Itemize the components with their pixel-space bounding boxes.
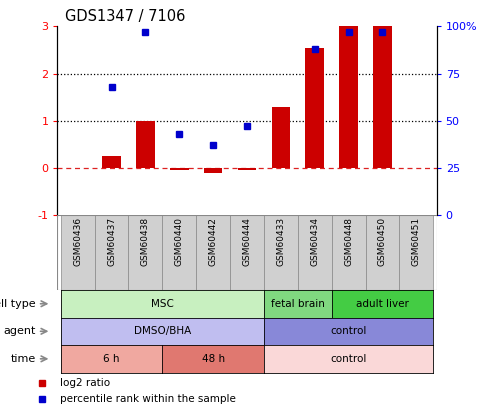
- FancyBboxPatch shape: [129, 215, 162, 290]
- Text: agent: agent: [3, 326, 35, 336]
- Text: DMSO/BHA: DMSO/BHA: [134, 326, 191, 336]
- FancyBboxPatch shape: [230, 215, 264, 290]
- Text: GSM60451: GSM60451: [412, 217, 421, 266]
- Text: GDS1347 / 7106: GDS1347 / 7106: [65, 9, 185, 24]
- Text: GSM60433: GSM60433: [276, 217, 285, 266]
- Bar: [305, 47, 324, 168]
- Text: GSM60444: GSM60444: [243, 217, 251, 266]
- Bar: [136, 121, 155, 168]
- Text: 6 h: 6 h: [103, 354, 120, 364]
- Text: GSM60440: GSM60440: [175, 217, 184, 266]
- Text: GSM60450: GSM60450: [378, 217, 387, 266]
- Bar: [204, 168, 223, 173]
- Text: GSM60434: GSM60434: [310, 217, 319, 266]
- Bar: [373, 26, 392, 168]
- Bar: [170, 168, 189, 170]
- Bar: [238, 168, 256, 170]
- Text: 48 h: 48 h: [202, 354, 225, 364]
- Text: MSC: MSC: [151, 299, 174, 309]
- Text: control: control: [330, 326, 367, 336]
- FancyBboxPatch shape: [298, 215, 332, 290]
- FancyBboxPatch shape: [264, 215, 298, 290]
- Text: GSM60438: GSM60438: [141, 217, 150, 266]
- Text: percentile rank within the sample: percentile rank within the sample: [60, 394, 236, 404]
- Bar: [102, 156, 121, 168]
- FancyBboxPatch shape: [196, 215, 230, 290]
- Text: cell type: cell type: [0, 299, 35, 309]
- Bar: [339, 26, 358, 168]
- Text: GSM60442: GSM60442: [209, 217, 218, 266]
- FancyBboxPatch shape: [162, 215, 196, 290]
- Text: GSM60448: GSM60448: [344, 217, 353, 266]
- Text: fetal brain: fetal brain: [271, 299, 325, 309]
- Text: control: control: [330, 354, 367, 364]
- Text: GSM60436: GSM60436: [73, 217, 82, 266]
- FancyBboxPatch shape: [365, 215, 399, 290]
- Bar: [271, 107, 290, 168]
- FancyBboxPatch shape: [95, 215, 129, 290]
- FancyBboxPatch shape: [399, 215, 433, 290]
- Text: time: time: [10, 354, 35, 364]
- FancyBboxPatch shape: [332, 215, 365, 290]
- Text: log2 ratio: log2 ratio: [60, 378, 110, 388]
- Text: adult liver: adult liver: [356, 299, 409, 309]
- Text: GSM60437: GSM60437: [107, 217, 116, 266]
- FancyBboxPatch shape: [61, 215, 95, 290]
